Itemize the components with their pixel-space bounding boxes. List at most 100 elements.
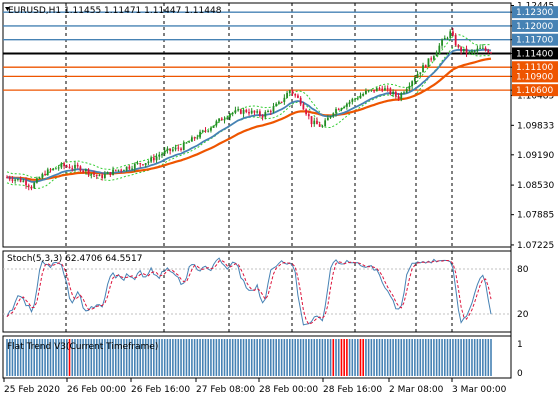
candle-body-22	[65, 166, 68, 168]
flat-trend-bar-60	[169, 339, 171, 376]
candle-body-60	[169, 148, 172, 151]
candle-body-146	[403, 92, 405, 94]
candle-body-78	[218, 118, 220, 122]
flat-trend-bar-97	[269, 339, 272, 376]
candle-body-87	[242, 109, 245, 114]
candle-body-82	[229, 113, 231, 118]
flat-trend-bar-149	[411, 339, 413, 376]
candle-body-102	[283, 97, 286, 102]
flat-trend-bar-72	[201, 339, 204, 376]
flat-trend-bar-175	[482, 339, 484, 376]
level-tag-label-6: 1.10600	[516, 86, 553, 96]
flat-trend-bar-146	[403, 339, 405, 376]
flat-trend-bar-27	[79, 339, 82, 376]
candle-body-174	[479, 47, 482, 49]
candle-body-121	[335, 109, 337, 114]
flat-trend-bar-70	[196, 339, 199, 376]
price-tick-label-13: 1.07225	[517, 241, 554, 251]
flat-trend-bar-153	[422, 339, 424, 376]
flat-trend-bar-115	[318, 339, 321, 376]
candle-body-34	[98, 175, 101, 177]
candle-body-43	[123, 170, 125, 172]
flat-trend-bar-156	[430, 339, 432, 376]
candle-body-96	[267, 110, 269, 113]
candle-body-46	[131, 168, 133, 170]
flat-trend-bar-37	[106, 339, 109, 376]
flat-trend-bar-34	[98, 339, 101, 376]
flat-trend-bar-129	[356, 339, 359, 376]
candle-body-48	[136, 163, 139, 165]
flat-trend-bar-144	[397, 339, 400, 376]
flat-trend-bar-87	[242, 339, 245, 376]
flat-trend-bar-61	[172, 339, 174, 376]
flat-trend-bar-40	[114, 339, 117, 376]
flat-trend-bar-136	[375, 339, 378, 376]
candle-body-72	[201, 130, 204, 132]
candle-body-17	[52, 168, 55, 170]
flat-trend-bar-93	[259, 339, 261, 376]
candle-body-113	[313, 120, 316, 125]
candle-body-110	[305, 109, 308, 115]
candle-body-44	[125, 166, 128, 171]
candle-body-27	[79, 166, 82, 171]
flat-trend-bar-42	[120, 339, 123, 376]
candle-body-169	[465, 48, 468, 54]
flat-trend-bar-164	[452, 339, 454, 376]
flat-trend-bar-95	[264, 339, 267, 376]
candle-body-124	[343, 106, 346, 109]
candle-body-164	[452, 31, 454, 36]
candle-body-152	[419, 72, 422, 74]
candle-body-107	[297, 95, 299, 98]
time-tick-label-6: 2 Mar 08:00	[389, 385, 444, 395]
candle-body-150	[413, 77, 416, 82]
flat-trend-bar-80	[223, 339, 226, 376]
flat-trend-bar-57	[161, 339, 163, 376]
candle-body-93	[258, 111, 261, 116]
candle-body-55	[155, 156, 158, 161]
level-tag-1	[512, 19, 558, 32]
flat-trend-bar-162	[446, 339, 449, 376]
stoch-main-line	[6, 257, 492, 326]
candle-body-41	[117, 169, 120, 171]
flat-trend-bar-160	[441, 339, 443, 376]
collapse-icon[interactable]	[5, 7, 10, 11]
candle-body-90	[250, 110, 253, 114]
flat-trend-bar-109	[302, 339, 305, 376]
flat-trend-bar-177	[487, 339, 490, 376]
candle-body-14	[44, 173, 46, 175]
flat-trend-bar-43	[123, 339, 125, 376]
flat-trend-bar-100	[278, 339, 280, 376]
candle-body-24	[71, 168, 74, 170]
stoch-tick-label-0: 80	[517, 265, 529, 275]
candle-body-114	[316, 120, 318, 125]
flat-trend-tick-0: 0	[517, 369, 523, 379]
time-tick-label-5: 28 Feb 16:00	[323, 385, 382, 395]
flat-trend-bar-58	[163, 339, 166, 376]
flat-trend-bar-86	[240, 339, 242, 376]
flat-trend-bar-15	[46, 339, 49, 376]
candle-body-126	[348, 101, 351, 104]
flat-trend-bar-122	[337, 339, 340, 376]
level-tag-label-4: 1.11100	[516, 63, 553, 73]
stochastic-pane	[2, 250, 512, 333]
candle-body-116	[321, 126, 324, 128]
flat-trend-bar-118	[327, 339, 329, 376]
flat-trend-bar-49	[139, 339, 142, 376]
candle-body-2	[11, 179, 14, 181]
candle-body-112	[310, 116, 313, 125]
candle-body-138	[381, 88, 384, 91]
candle-body-61	[171, 149, 174, 151]
flat-trend-bar-1	[8, 339, 11, 376]
flat-trend-bar-21	[63, 339, 65, 376]
flat-trend-bar-9	[30, 339, 33, 376]
flat-trend-bar-59	[166, 339, 169, 376]
flat-trend-bar-64	[180, 339, 182, 376]
flat-trend-bar-158	[435, 339, 438, 376]
candle-body-66	[185, 142, 188, 144]
candle-body-73	[204, 130, 207, 132]
flat-trend-bar-8	[27, 339, 30, 376]
candle-body-170	[468, 52, 471, 54]
flat-trend-bar-165	[454, 339, 457, 376]
flat-trend-bar-53	[150, 339, 152, 376]
candle-body-86	[239, 109, 242, 114]
